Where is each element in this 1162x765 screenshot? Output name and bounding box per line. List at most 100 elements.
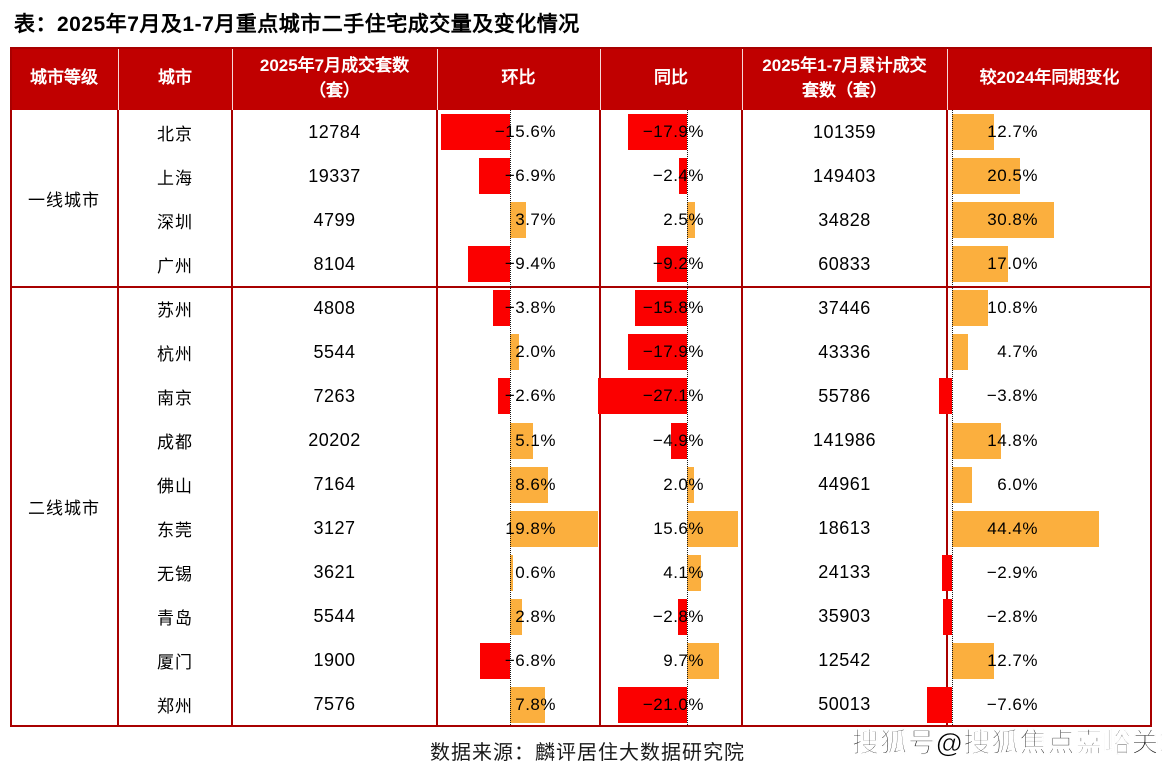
col-header-city: 城市	[158, 68, 192, 88]
mom-value-label: 3.7%	[515, 210, 556, 230]
july-volume-value: 7576	[313, 694, 356, 715]
cumulative-volume-value: 35903	[818, 606, 871, 627]
cumulative-volume-value: 34828	[818, 209, 871, 230]
cumulative-volume-value: 43336	[818, 341, 871, 362]
data-table: 城市等级 城市 2025年7月成交套数（套） 环比 同比 2025年1-7月累计…	[10, 47, 1152, 727]
mom-bar	[510, 466, 549, 503]
mom-bar	[498, 378, 510, 415]
column-divider	[436, 110, 438, 727]
yoy-value-label: 2.0%	[663, 474, 704, 494]
yoy-value-label: −27.1%	[642, 386, 704, 406]
city-label: 青岛	[157, 609, 193, 629]
mom-bar	[510, 334, 519, 371]
yoy-zero-axis	[687, 110, 688, 727]
yoy-bar	[634, 290, 687, 327]
cumulative-volume-value: 101359	[812, 121, 877, 142]
july-volume-value: 20202	[308, 430, 361, 451]
yoy-value-label: −21.0%	[642, 694, 704, 714]
yoy-value-label: −15.8%	[642, 298, 704, 318]
july-volume-value: 4808	[313, 297, 356, 318]
header-separator	[232, 47, 233, 110]
table-header	[10, 47, 1152, 110]
tier-label: 一线城市	[28, 190, 100, 210]
city-label: 上海	[157, 168, 193, 188]
chg-bar	[952, 246, 1009, 283]
chg-bar	[952, 510, 1099, 547]
yoy-bar	[687, 466, 694, 503]
col-header-cumulative: 2025年1-7月累计成交套数（套）	[762, 55, 927, 100]
cumulative-volume-value: 55786	[818, 385, 871, 406]
mom-value-label: −6.8%	[504, 650, 556, 670]
cumulative-volume-value: 149403	[812, 165, 877, 186]
column-divider	[231, 110, 233, 727]
mom-value-label: 8.6%	[515, 474, 556, 494]
mom-bar	[493, 290, 510, 327]
cumulative-volume-value: 12542	[818, 650, 871, 671]
yoy-bar	[617, 686, 687, 723]
chg-bar	[942, 554, 952, 591]
chg-bar	[952, 202, 1054, 239]
cumulative-volume-value: 18613	[818, 518, 871, 539]
chg-bar	[952, 158, 1020, 195]
tier-divider	[10, 286, 1152, 288]
mom-zero-axis	[510, 110, 511, 727]
mom-value-label: −2.6%	[504, 386, 556, 406]
mom-value-label: 0.6%	[515, 562, 556, 582]
col-header-july-volume: 2025年7月成交套数（套）	[259, 55, 410, 100]
city-label: 成都	[157, 433, 193, 453]
july-volume-value: 1900	[313, 650, 356, 671]
july-volume-value: 5544	[313, 341, 356, 362]
city-label: 广州	[157, 256, 193, 276]
mom-value-label: 7.8%	[515, 694, 556, 714]
yoy-value-label: −4.9%	[652, 430, 704, 450]
mom-bar	[510, 686, 545, 723]
city-label: 厦门	[157, 653, 193, 673]
mom-value-label: 2.8%	[515, 606, 556, 626]
chg-value-label: 20.5%	[987, 166, 1038, 186]
yoy-bar	[687, 202, 696, 239]
chg-value-label: 14.8%	[987, 430, 1038, 450]
yoy-value-label: 4.1%	[663, 562, 704, 582]
cumulative-volume-value: 44961	[818, 474, 871, 495]
july-volume-value: 8104	[313, 253, 356, 274]
chg-bar	[952, 290, 988, 327]
column-divider	[117, 110, 119, 727]
july-volume-value: 7164	[313, 474, 356, 495]
city-label: 北京	[157, 124, 193, 144]
col-header-change-vs-2024: 较2024年同期变化	[979, 68, 1120, 88]
page-title: 表：2025年7月及1-7月重点城市二手住宅成交量及变化情况	[14, 13, 580, 36]
tier-label: 二线城市	[28, 499, 100, 519]
mom-value-label: 19.8%	[505, 518, 556, 538]
change-zero-axis	[952, 110, 953, 727]
yoy-value-label: −17.9%	[642, 122, 704, 142]
city-label: 深圳	[157, 212, 193, 232]
chg-value-label: 17.0%	[987, 254, 1038, 274]
city-label: 无锡	[157, 565, 193, 585]
chg-value-label: 10.8%	[987, 298, 1038, 318]
chg-value-label: 4.7%	[997, 342, 1038, 362]
july-volume-value: 3127	[313, 518, 356, 539]
chg-value-label: −7.6%	[986, 694, 1038, 714]
city-label: 东莞	[157, 521, 193, 541]
city-label: 杭州	[157, 344, 193, 364]
city-label: 郑州	[157, 697, 193, 717]
chg-value-label: −3.8%	[986, 386, 1038, 406]
cumulative-volume-value: 141986	[812, 430, 877, 451]
chg-bar	[952, 334, 968, 371]
col-header-yoy: 同比	[654, 68, 688, 88]
july-volume-value: 12784	[308, 121, 361, 142]
chg-bar	[942, 598, 952, 635]
column-divider	[599, 110, 601, 727]
col-header-mom: 环比	[501, 68, 536, 88]
chg-bar	[939, 378, 952, 415]
chg-value-label: 44.4%	[987, 518, 1038, 538]
header-separator	[600, 47, 601, 110]
mom-bar	[510, 510, 599, 547]
mom-bar	[468, 246, 510, 283]
mom-value-label: 5.1%	[515, 430, 556, 450]
chg-value-label: 12.7%	[987, 122, 1038, 142]
cumulative-volume-value: 50013	[818, 694, 871, 715]
mom-value-label: −9.4%	[504, 254, 556, 274]
chg-value-label: 30.8%	[987, 210, 1038, 230]
yoy-value-label: −17.9%	[642, 342, 704, 362]
